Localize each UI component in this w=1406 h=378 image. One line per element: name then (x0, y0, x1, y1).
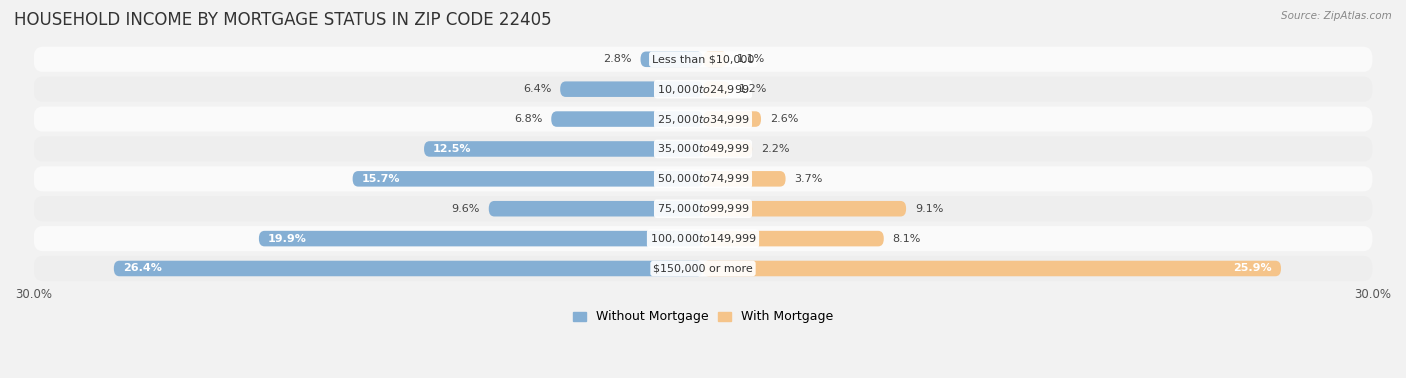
Text: $75,000 to $99,999: $75,000 to $99,999 (657, 202, 749, 215)
Text: 2.2%: 2.2% (761, 144, 790, 154)
FancyBboxPatch shape (114, 261, 703, 276)
FancyBboxPatch shape (34, 166, 1372, 191)
Text: 2.8%: 2.8% (603, 54, 631, 64)
Text: $150,000 or more: $150,000 or more (654, 263, 752, 274)
FancyBboxPatch shape (703, 141, 752, 157)
Text: 15.7%: 15.7% (361, 174, 401, 184)
Text: $25,000 to $34,999: $25,000 to $34,999 (657, 113, 749, 125)
FancyBboxPatch shape (560, 81, 703, 97)
FancyBboxPatch shape (34, 226, 1372, 251)
Text: $100,000 to $149,999: $100,000 to $149,999 (650, 232, 756, 245)
Text: 19.9%: 19.9% (267, 234, 307, 243)
FancyBboxPatch shape (641, 51, 703, 67)
Text: 12.5%: 12.5% (433, 144, 471, 154)
FancyBboxPatch shape (353, 171, 703, 187)
FancyBboxPatch shape (34, 256, 1372, 281)
Text: 1.1%: 1.1% (737, 54, 765, 64)
FancyBboxPatch shape (34, 47, 1372, 72)
FancyBboxPatch shape (703, 201, 905, 217)
FancyBboxPatch shape (259, 231, 703, 246)
FancyBboxPatch shape (425, 141, 703, 157)
Text: 6.4%: 6.4% (523, 84, 551, 94)
FancyBboxPatch shape (703, 231, 884, 246)
FancyBboxPatch shape (551, 111, 703, 127)
Text: $50,000 to $74,999: $50,000 to $74,999 (657, 172, 749, 185)
Text: $35,000 to $49,999: $35,000 to $49,999 (657, 143, 749, 155)
FancyBboxPatch shape (703, 171, 786, 187)
Text: 9.1%: 9.1% (915, 204, 943, 214)
FancyBboxPatch shape (703, 51, 727, 67)
FancyBboxPatch shape (703, 81, 730, 97)
Text: 26.4%: 26.4% (122, 263, 162, 274)
FancyBboxPatch shape (34, 107, 1372, 132)
Text: Less than $10,000: Less than $10,000 (652, 54, 754, 64)
Text: 6.8%: 6.8% (515, 114, 543, 124)
Text: $10,000 to $24,999: $10,000 to $24,999 (657, 83, 749, 96)
Text: Source: ZipAtlas.com: Source: ZipAtlas.com (1281, 11, 1392, 21)
FancyBboxPatch shape (34, 196, 1372, 221)
FancyBboxPatch shape (34, 77, 1372, 102)
Text: 2.6%: 2.6% (770, 114, 799, 124)
Text: 3.7%: 3.7% (794, 174, 823, 184)
FancyBboxPatch shape (489, 201, 703, 217)
FancyBboxPatch shape (703, 261, 1281, 276)
FancyBboxPatch shape (34, 136, 1372, 161)
Text: 25.9%: 25.9% (1233, 263, 1272, 274)
FancyBboxPatch shape (703, 111, 761, 127)
Text: 8.1%: 8.1% (893, 234, 921, 243)
Text: HOUSEHOLD INCOME BY MORTGAGE STATUS IN ZIP CODE 22405: HOUSEHOLD INCOME BY MORTGAGE STATUS IN Z… (14, 11, 551, 29)
Legend: Without Mortgage, With Mortgage: Without Mortgage, With Mortgage (568, 305, 838, 328)
Text: 1.2%: 1.2% (738, 84, 768, 94)
Text: 9.6%: 9.6% (451, 204, 479, 214)
